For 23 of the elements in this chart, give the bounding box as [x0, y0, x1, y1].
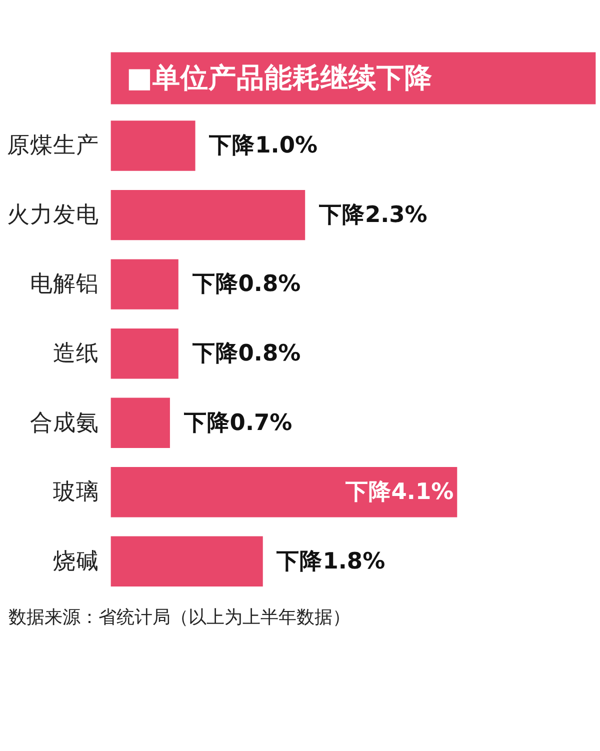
bar: [110, 467, 458, 518]
data-label: 下降1.8%: [276, 548, 386, 574]
data-label: 下降0.8%: [191, 271, 301, 298]
y-tick-label: 造纸: [53, 340, 100, 367]
y-tick-label: 原煤生产: [7, 132, 100, 159]
data-label: 下降1.0%: [208, 132, 318, 159]
data-label: 下降2.3%: [318, 202, 428, 228]
bar: [110, 120, 196, 171]
y-tick-label: 合成氨: [30, 410, 100, 436]
bar: [110, 536, 263, 586]
bar: [110, 190, 306, 240]
source-note: 数据来源：省统计局（以上为上半年数据）: [8, 606, 351, 628]
data-label: 下降0.7%: [182, 410, 292, 436]
chart-title: ■单位产品能耗继续下降: [126, 60, 433, 94]
data-label: 下降4.1%: [344, 479, 454, 506]
y-tick-label: 电解铝: [30, 271, 100, 298]
bar: [110, 398, 170, 448]
bar: [110, 328, 178, 379]
data-label: 下降0.8%: [191, 340, 301, 367]
y-tick-label: 烧碱: [53, 548, 100, 574]
y-tick-label: 玻璃: [53, 479, 100, 506]
y-tick-label: 火力发电: [7, 202, 100, 228]
bar: [110, 259, 178, 310]
